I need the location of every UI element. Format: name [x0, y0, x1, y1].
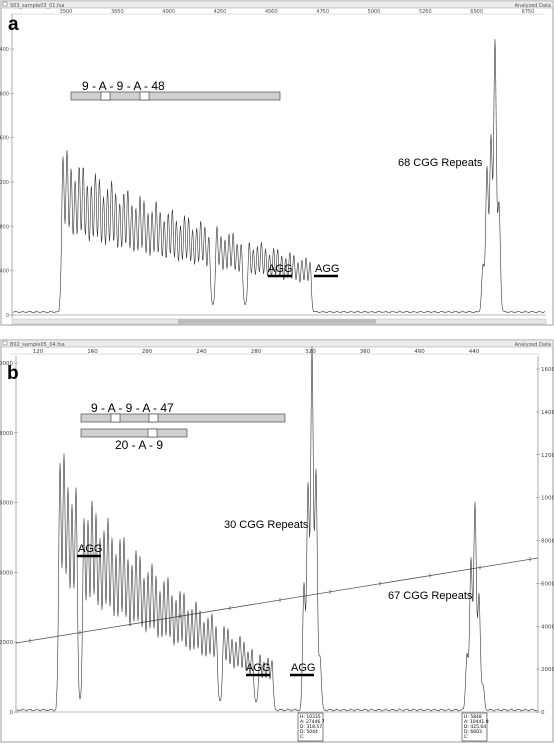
y-tick-label: 0 — [10, 710, 14, 716]
panel-b-structure-label-2: 20 - A - 9 — [115, 438, 163, 452]
panel-b-repeats67-label: 67 CGG Repeats — [388, 590, 473, 602]
x-tick-label: 3650 — [111, 9, 124, 15]
y-tick-label: 4000 — [0, 570, 13, 576]
svg-text:A: 10441.9: A: 10441.9 — [464, 719, 489, 725]
panel-b-repeats30-label: 30 CGG Repeats — [224, 519, 309, 531]
panel-b-data-type: Analyzed Data — [515, 342, 551, 348]
panel-a-trace — [12, 39, 546, 314]
svg-text:H: 10335: H: 10335 — [300, 714, 321, 720]
svg-text:D: 6603: D: 6603 — [464, 729, 482, 735]
panel-b-structure-bar-1 — [80, 413, 286, 423]
svg-text:H: 5848: H: 5848 — [464, 714, 482, 720]
panel-b-agg-label-1: AGG — [78, 543, 102, 555]
x-tick-label: 360 — [360, 349, 371, 355]
panel-b-peak-box-2: H: 5848 A: 10441.9 D: 425.64 D: 6603 C: — [461, 712, 489, 742]
panel-a-label: a — [8, 14, 19, 35]
panel-b-reference-marks — [29, 557, 531, 643]
panel-a-structure-label: 9 - A - 9 - A - 48 — [82, 79, 165, 93]
x-tick-label: 320 — [305, 349, 316, 355]
svg-text:C:: C: — [300, 734, 305, 740]
panel-a-agg-label-1: AGG — [268, 263, 292, 275]
x-tick-label: 120 — [33, 349, 44, 355]
x-tick-label: 5250 — [419, 9, 432, 15]
panel-b-filename: B02_sample05_04.fsa — [10, 342, 65, 348]
x-tick-label: 440 — [469, 349, 480, 355]
svg-text:A: 27446.7: A: 27446.7 — [300, 719, 325, 725]
y-tick-label: 0 — [541, 710, 545, 716]
y-tick-label: 400 — [0, 269, 9, 275]
x-tick-label: 400 — [414, 349, 425, 355]
y-tick-label: 2000 — [0, 91, 9, 97]
panel-a-scrollbar-thumb[interactable] — [178, 319, 376, 324]
panel-b-structure-bar-2 — [80, 428, 188, 438]
y-tick-label: 1600 — [0, 136, 9, 142]
panel-b-y-ticks-left: 10000 8000 6000 4000 2000 0 — [0, 361, 18, 716]
y-tick-label: 800 — [0, 224, 9, 230]
x-tick-label: 240 — [196, 349, 207, 355]
panel-b-label: b — [7, 363, 19, 384]
x-tick-label: 200 — [142, 349, 153, 355]
panel-a-x-ticks: 3500 3650 4000 4250 4500 4750 5000 5250 6500 6750 — [60, 9, 535, 15]
panel-b-peak-box-1: H: 10335 A: 27446.7 D: 318.57 D: 5044 C: — [297, 712, 325, 742]
panel-b-structure-label-1: 9 - A - 9 - A - 47 — [91, 401, 174, 415]
panel-a-y-ticks: 2400 2000 1600 1200 800 400 0 — [0, 47, 14, 319]
panel-a: S03_sample03_01.fsa Analyzed Data 3500 36… — [0, 0, 554, 326]
panel-a-interruption-1 — [100, 91, 111, 101]
y-tick-label: 8000 — [0, 431, 13, 437]
y-tick-label: 10000 — [541, 496, 554, 502]
y-tick-label: 2000 — [0, 640, 13, 646]
panel-a-structure-bar — [70, 91, 281, 101]
svg-text:D: 425.64: D: 425.64 — [464, 724, 486, 730]
panel-b-agg-label-3: AGG — [291, 662, 315, 674]
panel-b-interruption-1 — [110, 413, 121, 423]
y-tick-label: 10000 — [0, 361, 13, 367]
panel-b-agg-label-2: AGG — [246, 662, 270, 674]
panel-a-data-type: Analyzed Data — [515, 3, 551, 9]
svg-text:D: 318.57: D: 318.57 — [300, 724, 322, 730]
panel-b-trace — [16, 346, 538, 712]
panel-a-interruption-2 — [139, 91, 150, 101]
panel-a-repeats-label: 68 CGG Repeats — [398, 157, 483, 169]
panel-b-x-ticks: 120 160 200 240 280 320 360 400 440 — [33, 349, 480, 355]
svg-text:D: 5044: D: 5044 — [300, 729, 318, 735]
panel-a-filename: S03_sample03_01.fsa — [10, 3, 64, 9]
x-tick-label: 160 — [87, 349, 98, 355]
x-tick-label: 5000 — [368, 9, 381, 15]
y-tick-label: 0 — [6, 313, 9, 319]
y-tick-label: 6000 — [541, 581, 554, 587]
panel-b: B02_sample05_04.fsa Analyzed Data 120 160… — [0, 339, 554, 744]
x-tick-label: 4000 — [162, 9, 175, 15]
x-tick-label: 4250 — [214, 9, 227, 15]
x-tick-label: 6500 — [470, 9, 483, 15]
svg-text:C:: C: — [464, 734, 469, 740]
y-tick-label: 2000 — [541, 667, 554, 673]
y-tick-label: 4000 — [541, 624, 554, 630]
x-tick-label: 6750 — [522, 9, 535, 15]
y-tick-label: 14000 — [541, 410, 554, 416]
x-tick-label: 280 — [251, 349, 262, 355]
x-tick-label: 3500 — [60, 9, 73, 15]
y-tick-label: 6000 — [0, 501, 13, 507]
panel-b-reference-line — [15, 557, 539, 644]
y-tick-label: 12000 — [541, 453, 554, 459]
panel-a-agg-label-2: AGG — [315, 263, 339, 275]
y-tick-label: 1200 — [0, 180, 9, 186]
y-tick-label: 2400 — [0, 47, 9, 53]
x-tick-label: 4750 — [316, 9, 329, 15]
panel-b-y-ticks-right: 16000 14000 12000 10000 8000 6000 4000 2000 0 — [536, 367, 554, 716]
y-tick-label: 16000 — [541, 367, 554, 373]
x-tick-label: 4500 — [265, 9, 278, 15]
y-tick-label: 8000 — [541, 539, 554, 545]
panel-b-interruption-3 — [147, 428, 158, 438]
panel-b-interruption-2 — [148, 413, 159, 423]
